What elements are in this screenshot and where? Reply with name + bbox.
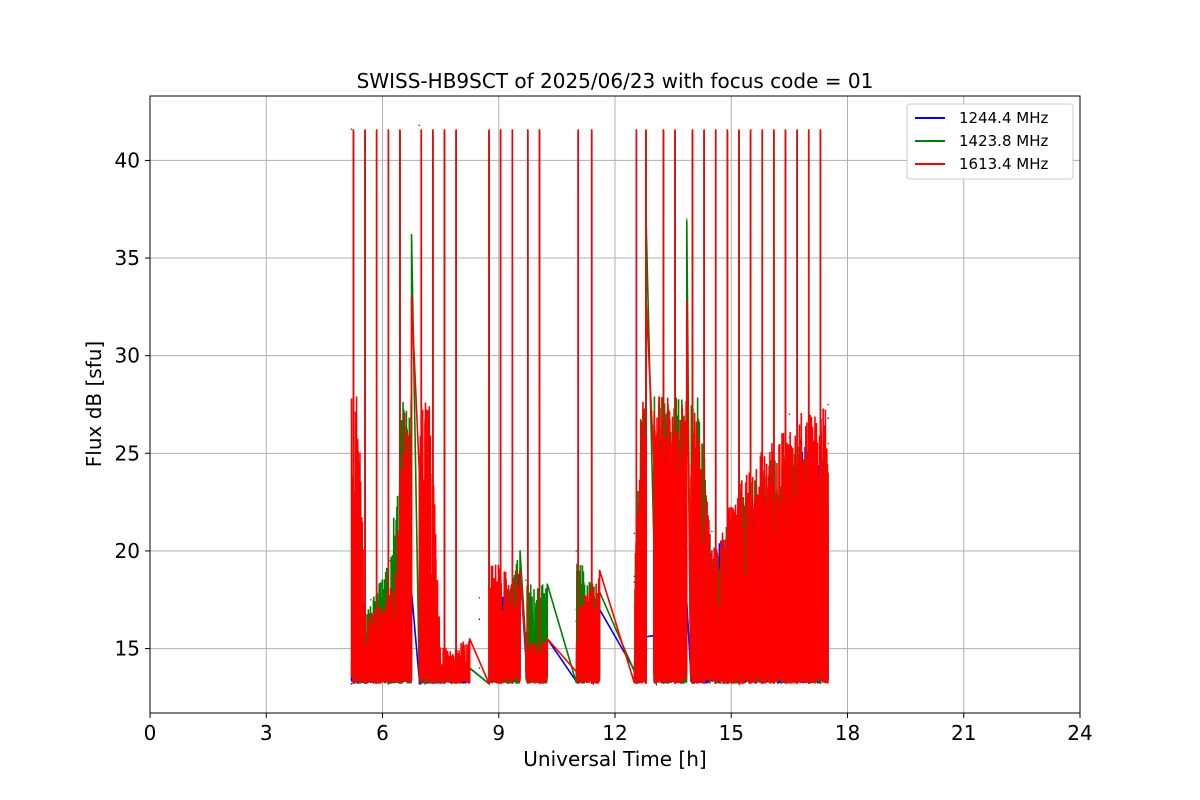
series-point [827,403,829,406]
x-tick-label: 12 [602,721,627,745]
x-axis-ticks: 0 3 6 9 12 15 18 21 24 [144,713,1093,745]
y-tick-label: 15 [115,637,140,661]
series-point [827,417,829,419]
y-axis-ticks: 15 20 25 30 35 40 [115,148,150,661]
y-tick-label: 20 [115,539,140,563]
y-tick-label: 25 [115,441,140,465]
x-tick-label: 15 [719,721,744,745]
x-tick-label: 3 [260,721,273,745]
series-point [546,638,548,640]
legend: 1244.4 MHz 1423.8 MHz 1613.4 MHz [906,103,1074,180]
series-point [439,647,442,650]
series-point [575,608,578,611]
series-point [393,579,395,582]
series-point [575,550,578,552]
series-point [370,598,372,601]
series-point [410,233,413,236]
legend-entry: 1244.4 MHz [959,109,1048,127]
series-point [685,300,688,302]
series-point [633,575,636,578]
x-tick-label: 9 [492,721,505,745]
series-point [364,618,366,621]
x-tick-label: 0 [144,721,157,745]
series-point [749,462,752,464]
series-point [827,442,829,445]
series-point [685,218,688,220]
series-point [350,128,353,130]
grid-lines [149,96,1081,713]
series-point [389,559,392,562]
series-point [645,300,647,302]
series-point [519,569,521,572]
x-tick-label: 21 [951,721,976,745]
series-point [410,296,413,298]
legend-box [906,103,1074,180]
y-tick-label: 30 [115,344,140,368]
series-point [478,667,481,669]
legend-entry: 1423.8 MHz [959,132,1048,150]
series-point [519,550,521,552]
x-tick-label: 18 [835,721,860,745]
series-point [788,413,791,416]
series-point [468,638,471,640]
series-point [546,583,548,585]
series-point [633,532,636,535]
series-point [418,124,421,127]
series-point [488,559,490,562]
series-point [350,682,353,685]
y-tick-label: 40 [115,148,140,172]
series-point [711,550,713,552]
x-axis-title: Universal Time [h] [523,747,706,771]
series-point [598,569,601,572]
chart-title: SWISS-HB9SCT of 2025/06/23 with focus co… [357,69,874,93]
series-point [418,682,421,685]
y-axis-title: Flux dB [sfu] [82,341,106,467]
plot-area [350,124,829,687]
series-point [711,530,713,533]
series-point [478,618,481,621]
series-point [525,579,527,582]
series-point [525,643,527,646]
x-tick-label: 24 [1067,721,1092,745]
legend-entry: 1613.4 MHz [959,155,1048,173]
y-tick-label: 35 [115,246,140,270]
series-point [478,597,481,599]
series-line-2 [350,129,829,686]
x-tick-label: 6 [376,721,389,745]
